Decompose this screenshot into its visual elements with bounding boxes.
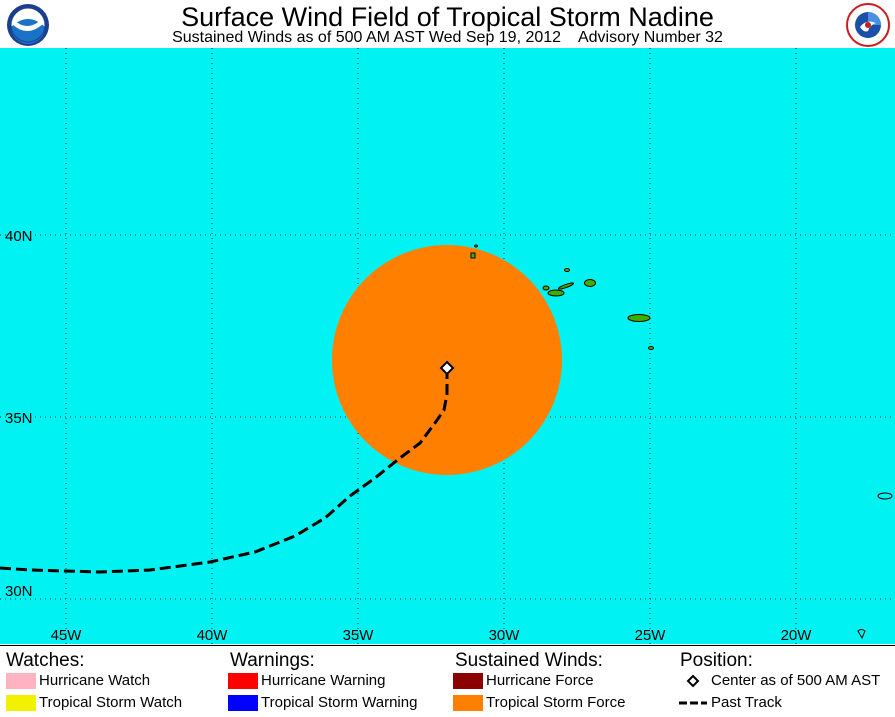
watches-heading: Watches: — [6, 650, 85, 671]
nws-logo — [846, 3, 890, 47]
island-faial — [542, 285, 550, 291]
lon-label-30w: 30W — [489, 627, 521, 644]
lon-label-20w: 20W — [781, 627, 813, 644]
hurricane-watch-swatch — [6, 673, 36, 689]
longitude-labels: 45W 40W 35W 30W 25W 20W — [51, 627, 813, 644]
noaa-logo — [7, 4, 49, 46]
island-sao-miguel — [627, 314, 651, 322]
center-label: Center as of 500 AM AST — [711, 672, 881, 689]
hurricane-watch-label: Hurricane Watch — [39, 672, 151, 689]
island-flores — [470, 252, 476, 259]
lon-label-40w: 40W — [197, 627, 229, 644]
latitude-labels: 40N 35N 30N — [5, 228, 33, 600]
map-area: 40N 35N 30N 45W 40W 35W 30W 25W 20W — [0, 48, 895, 644]
island-corvo — [474, 244, 478, 248]
legend: Watches: Hurricane Watch Tropical Storm … — [0, 645, 895, 717]
canary-islands-outline — [857, 629, 866, 640]
header: Surface Wind Field of Tropical Storm Nad… — [0, 0, 895, 48]
page-title: Surface Wind Field of Tropical Storm Nad… — [181, 2, 714, 32]
tropical-storm-force-wind-field — [332, 245, 562, 475]
lat-label-40n: 40N — [5, 228, 33, 245]
lon-label-45w: 45W — [51, 627, 83, 644]
tropical-storm-force-swatch — [453, 695, 483, 711]
hurricane-warning-label: Hurricane Warning — [261, 672, 386, 689]
tropical-storm-warning-label: Tropical Storm Warning — [261, 694, 418, 711]
azores-islands — [470, 244, 654, 350]
hurricane-force-label: Hurricane Force — [486, 672, 594, 689]
warnings-heading: Warnings: — [230, 650, 315, 671]
madeira-islands — [877, 492, 893, 500]
lat-label-35n: 35N — [5, 410, 33, 427]
past-track-label: Past Track — [711, 694, 782, 711]
island-graciosa — [564, 268, 570, 272]
page-subtitle: Sustained Winds as of 500 AM AST Wed Sep… — [172, 29, 723, 46]
position-heading: Position: — [680, 650, 753, 671]
past-track — [0, 374, 449, 574]
tropical-storm-warning-swatch — [228, 695, 258, 711]
hurricane-warning-swatch — [228, 673, 258, 689]
lon-label-25w: 25W — [635, 627, 667, 644]
lat-label-30n: 30N — [5, 583, 33, 600]
tropical-storm-watch-label: Tropical Storm Watch — [39, 694, 183, 711]
wind-field-map: 40N 35N 30N 45W 40W 35W 30W 25W 20W — [0, 48, 895, 644]
storm-center-diamond — [439, 360, 455, 376]
gridlines — [0, 48, 895, 644]
dashed-line-icon — [679, 701, 707, 705]
lon-label-35w: 35W — [343, 627, 375, 644]
island-terceira — [584, 279, 596, 287]
diamond-icon — [686, 674, 700, 688]
hurricane-force-swatch — [453, 673, 483, 689]
tropical-storm-force-label: Tropical Storm Force — [486, 694, 626, 711]
island-sao-jorge — [557, 282, 575, 290]
island-santa-maria — [648, 346, 654, 350]
sustained-winds-heading: Sustained Winds: — [455, 650, 603, 671]
island-pico — [547, 289, 565, 297]
tropical-storm-watch-swatch — [6, 695, 36, 711]
